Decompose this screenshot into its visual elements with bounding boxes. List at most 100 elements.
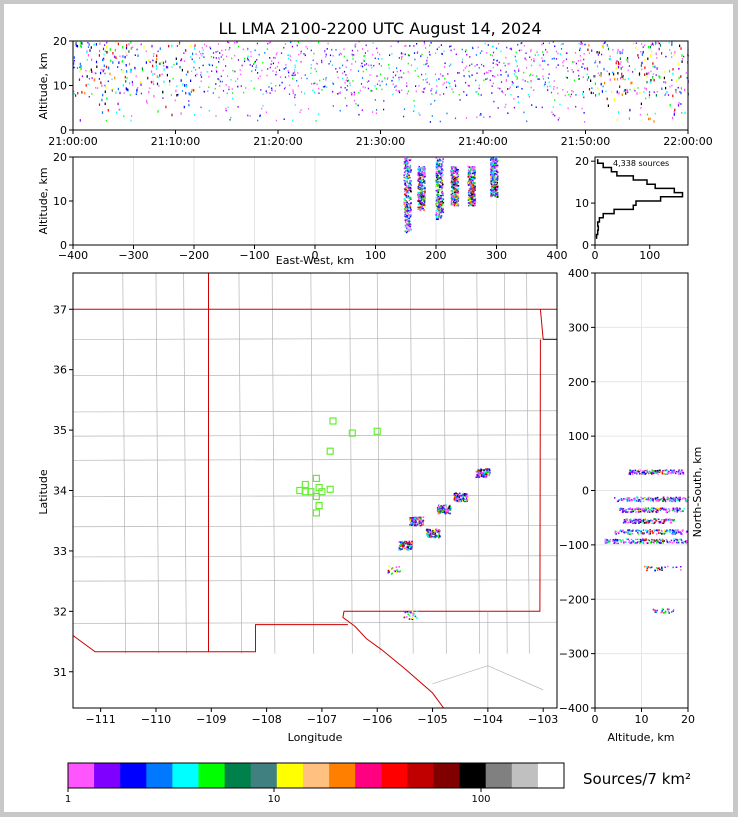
source-point (408, 207, 411, 209)
source-point (216, 71, 218, 73)
source-point (230, 116, 232, 119)
source-point (628, 498, 630, 501)
source-point (307, 108, 310, 110)
source-point (440, 188, 443, 190)
source-point (568, 93, 570, 96)
source-point (440, 206, 442, 208)
source-point (621, 508, 624, 511)
source-point (505, 56, 507, 59)
source-point (491, 176, 493, 179)
source-point (289, 55, 291, 57)
source-point (435, 535, 438, 537)
source-point (454, 183, 457, 185)
source-point (408, 177, 411, 179)
source-point (405, 616, 408, 618)
source-point (643, 471, 646, 474)
source-point (443, 66, 446, 68)
source-point (439, 204, 442, 207)
source-point (631, 509, 634, 511)
source-point (114, 48, 116, 52)
source-point (355, 103, 357, 105)
source-point (406, 546, 408, 548)
source-point (128, 50, 130, 53)
colorbar-swatch (68, 763, 95, 788)
x-tick-label: 0 (312, 249, 319, 262)
source-point (402, 52, 404, 55)
source-point (679, 538, 681, 540)
source-point (469, 195, 472, 197)
lma-station-marker (312, 492, 320, 501)
source-point (651, 538, 653, 541)
source-point (376, 47, 378, 50)
source-point (410, 547, 413, 550)
source-point (637, 531, 639, 534)
y-tick-label: −300 (559, 648, 589, 661)
source-point (468, 191, 470, 194)
source-point (437, 182, 439, 185)
x-tick-label: 21:30:00 (356, 135, 405, 148)
source-point (407, 189, 410, 191)
source-point (603, 67, 605, 71)
source-point (451, 187, 454, 189)
source-point (652, 65, 654, 68)
source-point (618, 92, 620, 95)
source-point (404, 216, 407, 218)
source-point (418, 200, 420, 202)
source-point (401, 76, 403, 79)
source-point (401, 548, 404, 550)
source-point (430, 103, 432, 105)
source-point (490, 163, 493, 165)
source-point (671, 472, 673, 474)
source-point (456, 198, 458, 201)
source-point (277, 61, 279, 64)
source-point (122, 46, 124, 49)
source-point (413, 518, 415, 520)
source-point (663, 530, 666, 532)
source-point (254, 49, 256, 52)
source-point (497, 184, 499, 186)
source-point (679, 507, 681, 510)
source-point (475, 91, 477, 93)
source-point (454, 167, 456, 169)
source-point (296, 80, 298, 82)
source-point (405, 540, 408, 543)
source-point (533, 58, 535, 60)
source-point (162, 97, 164, 99)
source-point (655, 472, 658, 474)
source-point (452, 188, 455, 191)
source-point (406, 224, 409, 226)
source-point (635, 500, 638, 502)
source-point (672, 566, 674, 569)
source-point (408, 219, 411, 221)
source-point (407, 170, 409, 172)
source-point (79, 66, 81, 69)
source-point (653, 518, 655, 520)
source-point (654, 497, 657, 499)
source-point (662, 532, 665, 535)
source-point (670, 519, 672, 521)
source-point (407, 162, 410, 164)
source-point (629, 542, 631, 545)
source-point (423, 176, 425, 178)
source-point (666, 541, 669, 544)
source-point (474, 198, 476, 201)
y-tick-label: 33 (53, 545, 67, 558)
source-point (465, 117, 468, 119)
source-point (686, 540, 688, 542)
source-point (237, 106, 239, 108)
source-point (635, 473, 638, 475)
source-point (429, 535, 432, 537)
source-point (467, 497, 469, 499)
source-point (297, 72, 299, 74)
source-point (452, 187, 455, 189)
source-point (542, 68, 544, 71)
source-point (495, 188, 498, 191)
source-point (404, 214, 407, 217)
source-point (641, 508, 644, 510)
source-point (419, 195, 422, 198)
source-point (279, 84, 281, 87)
plan-view-ylabel: Latitude (37, 469, 50, 515)
source-point (421, 178, 423, 181)
source-point (437, 195, 439, 198)
